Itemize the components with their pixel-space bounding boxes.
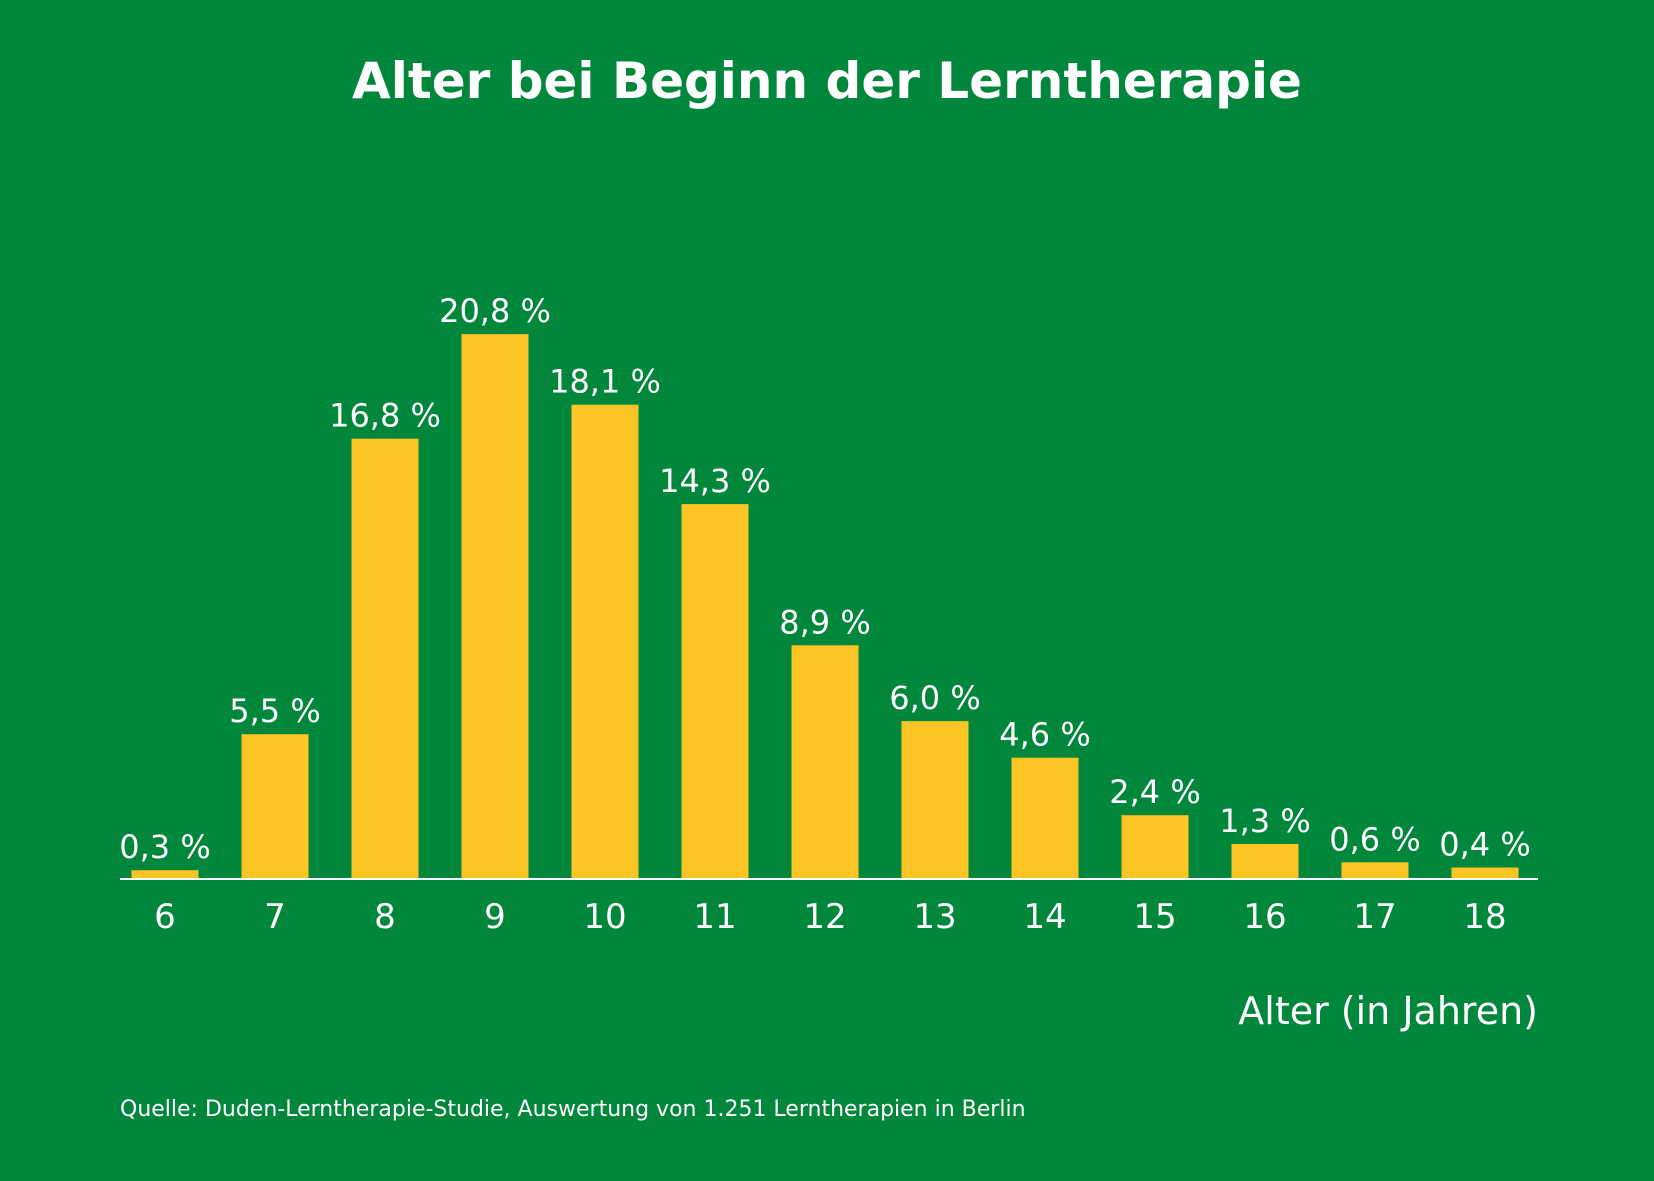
value-label-age-8: 16,8 % [329,397,441,435]
bar-age-6 [131,870,199,878]
x-tick-label-9: 9 [484,897,506,937]
x-tick-label-18: 18 [1463,897,1506,937]
value-label-age-11: 14,3 % [659,462,771,500]
x-tick-label-11: 11 [693,897,736,937]
value-label-age-17: 0,6 % [1329,820,1420,858]
x-tick-label-17: 17 [1353,897,1396,937]
x-tick-label-14: 14 [1023,897,1066,937]
value-label-age-15: 2,4 % [1109,773,1200,811]
bar-age-12 [791,645,859,878]
source-note: Quelle: Duden-Lerntherapie-Studie, Auswe… [120,1097,1026,1122]
bar-age-13 [901,721,969,878]
x-axis-label: Alter (in Jahren) [1238,989,1538,1033]
value-label-age-18: 0,4 % [1439,826,1530,864]
value-label-age-10: 18,1 % [549,363,661,401]
bar-age-16 [1231,844,1299,878]
value-label-age-7: 5,5 % [229,692,320,730]
x-tick-label-12: 12 [803,897,846,937]
bar-age-10 [571,404,639,878]
value-label-age-12: 8,9 % [779,603,870,641]
value-label-group: 0,3 % 5,5 % 16,8 % 20,8 % 18,1 % 14,3 % 8,9 % 6… [119,292,1530,866]
bar-age-7 [241,734,309,878]
bar-age-11 [681,504,749,878]
x-tick-label-10: 10 [583,897,626,937]
bar-age-17 [1341,862,1409,878]
x-tick-label-6: 6 [154,897,176,937]
value-label-age-13: 6,0 % [889,679,980,717]
chart-title: Alter bei Beginn der Lerntherapie [352,52,1302,110]
bar-age-14 [1011,757,1079,878]
value-label-age-9: 20,8 % [439,292,551,330]
x-tick-label-15: 15 [1133,897,1176,937]
x-tick-label-13: 13 [913,897,956,937]
value-label-age-16: 1,3 % [1219,802,1310,840]
bar-age-8 [351,438,419,878]
x-tick-label-8: 8 [374,897,396,937]
bar-group [131,334,1519,879]
x-tick-label-7: 7 [264,897,286,937]
x-tick-label-group: 6 7 8 9 10 11 12 13 14 15 16 17 18 [154,897,1506,937]
value-label-age-6: 0,3 % [119,828,210,866]
bar-age-15 [1121,815,1189,878]
bar-age-18 [1451,867,1519,878]
value-label-age-14: 4,6 % [999,716,1090,754]
x-tick-label-16: 16 [1243,897,1286,937]
bar-age-9 [461,334,529,879]
